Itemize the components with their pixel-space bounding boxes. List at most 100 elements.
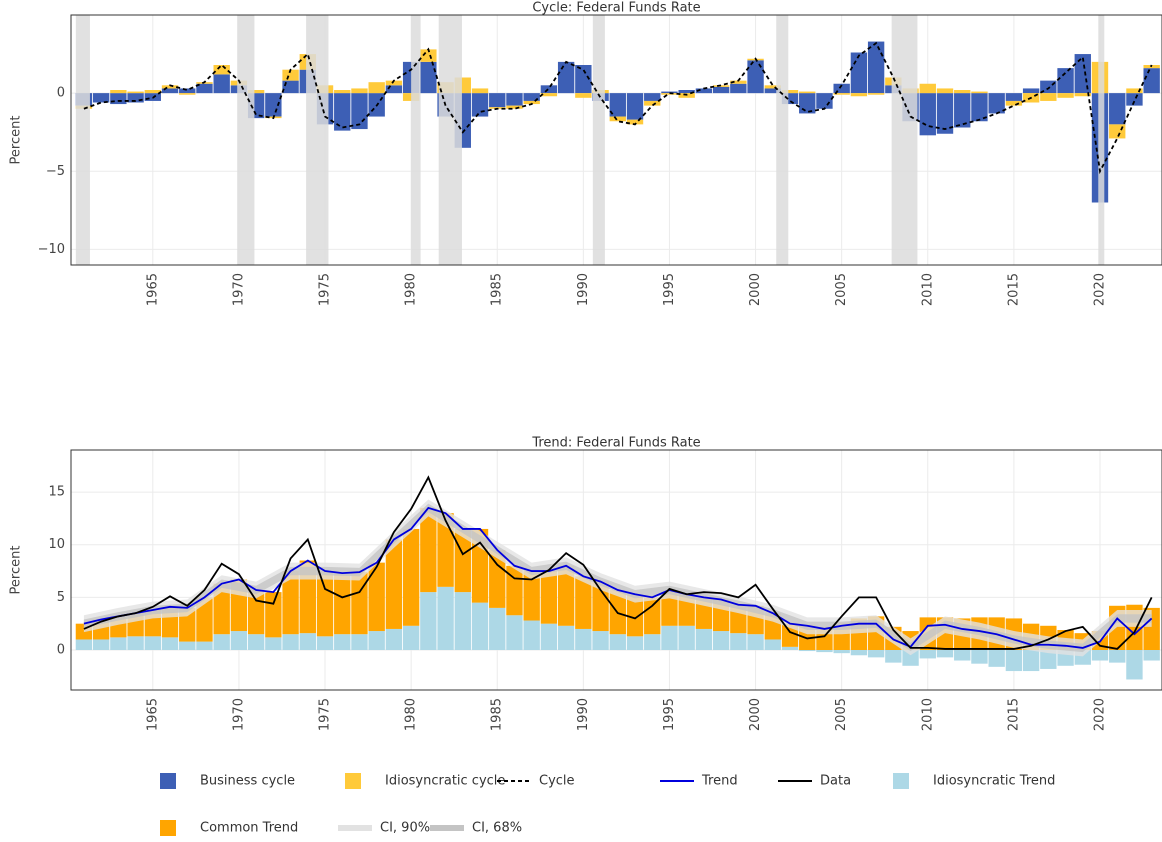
x-tick-label: 1965 (145, 273, 160, 306)
bar (781, 623, 799, 647)
bar (161, 88, 179, 94)
bar (1040, 93, 1057, 101)
x-tick-label: 1975 (318, 698, 333, 731)
bar (282, 80, 299, 94)
bar (437, 586, 454, 650)
bar (557, 565, 575, 626)
x-tick-label: 1985 (490, 273, 505, 306)
bar (850, 52, 868, 94)
bar (540, 93, 558, 97)
bar (1109, 124, 1126, 139)
bar (368, 82, 385, 94)
bar (747, 60, 764, 94)
bar (730, 633, 747, 650)
bar (712, 86, 730, 94)
legend-label: Common Trend (200, 821, 298, 836)
bar (471, 93, 489, 117)
bar (179, 88, 196, 94)
bar (971, 91, 988, 94)
bar (420, 507, 437, 593)
bar (1022, 650, 1040, 672)
bar (110, 93, 127, 105)
plot-area (71, 15, 1162, 265)
bar (919, 650, 936, 659)
bar (575, 65, 592, 94)
recession-shade (1098, 15, 1105, 265)
bar (971, 93, 988, 122)
bar (144, 90, 161, 94)
bar (110, 637, 127, 650)
bar (799, 93, 816, 114)
bar (695, 88, 713, 94)
recession-shade (411, 15, 421, 265)
bar (196, 597, 213, 642)
bar (816, 93, 833, 109)
x-tick-label: 1965 (145, 698, 160, 731)
chart-title: Cycle: Federal Funds Rate (532, 1, 700, 16)
bar (850, 650, 868, 656)
bar (385, 628, 403, 650)
x-tick-label: 2000 (748, 698, 763, 731)
line (83, 41, 1153, 175)
bar (644, 634, 661, 650)
bar (385, 85, 403, 94)
bar (575, 93, 592, 98)
bar (919, 93, 936, 136)
legend-swatch (160, 773, 176, 789)
bar (523, 620, 540, 650)
bar (867, 41, 885, 94)
bar (1091, 650, 1109, 661)
bar (316, 636, 334, 650)
bar (213, 65, 230, 75)
bar (867, 650, 885, 658)
bar (954, 93, 971, 128)
bar (799, 650, 816, 652)
bar (523, 571, 540, 621)
bar (334, 573, 351, 635)
bar (1074, 93, 1091, 97)
line (83, 506, 1153, 649)
bar (540, 623, 558, 650)
bar (764, 88, 781, 94)
bar (557, 625, 575, 650)
bar (316, 571, 334, 637)
x-tick-label: 1985 (490, 698, 505, 731)
legend-label: Cycle (539, 774, 575, 789)
x-tick-label: 1970 (231, 698, 246, 731)
bar (954, 650, 971, 661)
bar (661, 91, 678, 94)
bar (161, 637, 179, 650)
bar (678, 90, 695, 94)
bar (402, 528, 420, 626)
recession-shade (306, 15, 329, 265)
bar (265, 93, 282, 117)
bar (885, 650, 902, 663)
bar (1143, 650, 1160, 661)
bar (592, 581, 609, 632)
legend-swatch (345, 773, 361, 789)
bar (695, 628, 713, 650)
y-axis-label: Percent (9, 116, 24, 165)
bar (730, 80, 747, 84)
bar (92, 639, 110, 650)
bar (799, 91, 816, 94)
y-axis-label: Percent (9, 546, 24, 595)
bar (471, 88, 489, 94)
bar (437, 513, 454, 587)
bar (764, 639, 781, 650)
x-tick-label: 1995 (662, 273, 677, 306)
bar (1126, 88, 1143, 94)
bar (661, 625, 678, 650)
bar (368, 562, 385, 632)
bar (282, 634, 299, 650)
bar (557, 61, 575, 94)
bar (988, 93, 1005, 114)
bar (454, 592, 471, 650)
bar (747, 634, 764, 650)
x-tick-label: 2015 (1006, 273, 1021, 306)
bar (282, 571, 299, 635)
x-tick-label: 1975 (318, 273, 333, 306)
x-tick-label: 2000 (748, 273, 763, 306)
bar (833, 93, 850, 95)
bar (971, 650, 988, 664)
